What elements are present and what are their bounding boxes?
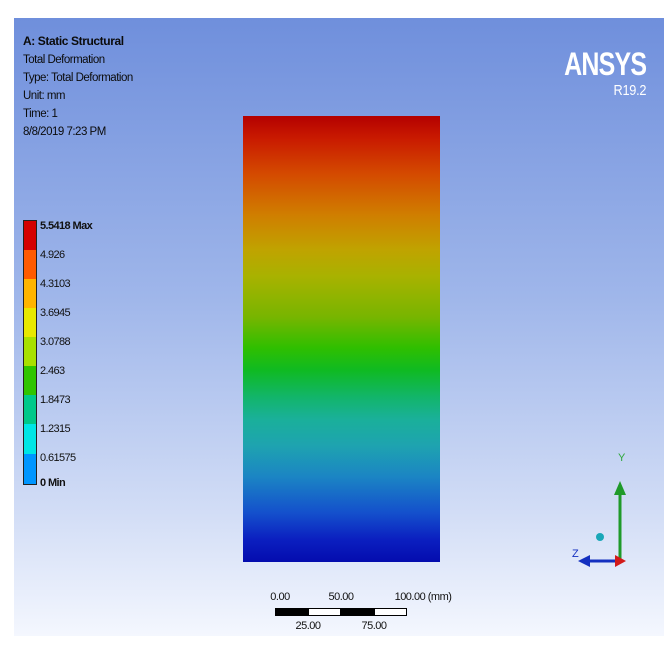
legend-band-2 [24,250,36,279]
legend-label-min: 0 Min [40,477,66,489]
legend-band-9 [24,454,36,484]
result-unit: Unit: mm [23,90,65,102]
legend-label-max: 5.5418 Max [40,220,93,232]
scale-segment [275,608,308,616]
triad-z-arrowhead [578,555,590,567]
scale-segment [374,608,407,616]
legend-band-8 [24,424,36,454]
graphics-viewport[interactable]: A: Static Structural Total Deformation T… [14,18,664,636]
legend-label: 1.2315 [40,423,71,435]
triad-z-label: Z [572,548,579,560]
triad-origin-sphere [596,533,604,541]
legend-label: 4.3103 [40,278,71,290]
result-timestamp: 8/8/2019 7:23 PM [23,126,106,138]
legend-band-4 [24,308,36,337]
legend-label: 3.0788 [40,336,71,348]
triad-y-label: Y [618,452,626,464]
scale-label: 50.00 [328,591,354,603]
legend-label: 1.8473 [40,394,71,406]
scale-label: 0.00 [270,591,290,603]
scale-label: 100.00 (mm) [394,591,452,603]
coordinate-triad[interactable]: Y Z [570,451,636,577]
legend-band-7 [24,395,36,424]
deformation-contour-model[interactable] [243,116,440,562]
legend-label: 2.463 [40,365,65,377]
legend-label: 3.6945 [40,307,71,319]
legend-color-bar [23,220,37,485]
triad-y-arrowhead [614,481,626,495]
brand-name: ANSYS [563,46,647,82]
result-time: Time: 1 [23,108,58,120]
ansys-logo: ANSYS R19.2 [541,46,647,99]
scale-bar: 0.00 50.00 100.00 (mm) 25.00 75.00 [270,586,471,636]
scale-segment [341,608,374,616]
legend-band-5 [24,337,36,366]
analysis-title: A: Static Structural [23,34,124,48]
scale-segment [308,608,341,616]
scale-label: 25.00 [295,620,321,632]
result-name: Total Deformation [23,54,105,66]
legend-label: 0.61575 [40,452,76,464]
scale-label: 75.00 [361,620,387,632]
legend-band-1 [24,221,36,250]
result-info-panel: A: Static Structural Total Deformation T… [23,34,133,144]
legend-label: 4.926 [40,249,65,261]
legend-band-3 [24,279,36,308]
result-type: Type: Total Deformation [23,72,133,84]
legend-band-6 [24,366,36,395]
brand-version: R19.2 [613,82,646,99]
triad-x-arrowhead [615,555,626,567]
